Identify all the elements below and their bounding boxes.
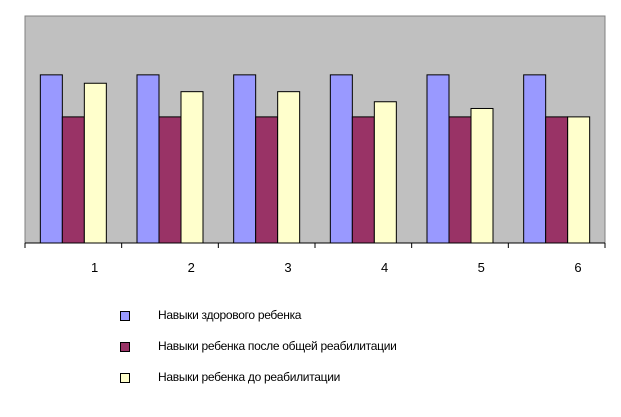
- bar: [373, 101, 397, 244]
- bar: [158, 116, 182, 244]
- bar: [180, 91, 204, 244]
- bar: [567, 116, 591, 244]
- x-tick-label: 3: [284, 260, 291, 275]
- bar: [470, 107, 494, 244]
- bar: [136, 74, 160, 244]
- bar: [255, 116, 279, 244]
- x-tick-label: 6: [574, 260, 581, 275]
- x-tick-label: 2: [188, 260, 195, 275]
- x-tick-label: 1: [91, 260, 98, 275]
- bar: [233, 74, 257, 244]
- bar: [277, 91, 301, 244]
- bar: [523, 74, 547, 244]
- legend-swatch: [120, 373, 130, 383]
- bar: [83, 82, 107, 244]
- legend-item: Навыки ребенка до реабилитации: [120, 370, 540, 401]
- legend-swatch: [120, 342, 130, 352]
- plot-area: [24, 15, 606, 244]
- legend-item: Навыки ребенка после общей реабилитации: [120, 339, 540, 370]
- bar: [351, 116, 375, 244]
- bar: [448, 116, 472, 244]
- legend-label: Навыки здорового ребенка: [158, 308, 302, 322]
- bar: [329, 74, 353, 244]
- legend: Навыки здорового ребенка Навыки ребенка …: [120, 308, 540, 401]
- bar: [426, 74, 450, 244]
- x-tick-label: 5: [478, 260, 485, 275]
- legend-item: Навыки здорового ребенка: [120, 308, 540, 339]
- legend-label: Навыки ребенка до реабилитации: [158, 370, 341, 384]
- legend-swatch: [120, 311, 130, 321]
- bar: [545, 116, 569, 244]
- legend-label: Навыки ребенка после общей реабилитации: [158, 339, 397, 353]
- x-tick-label: 4: [381, 260, 388, 275]
- bar: [61, 116, 85, 244]
- bar: [39, 74, 63, 244]
